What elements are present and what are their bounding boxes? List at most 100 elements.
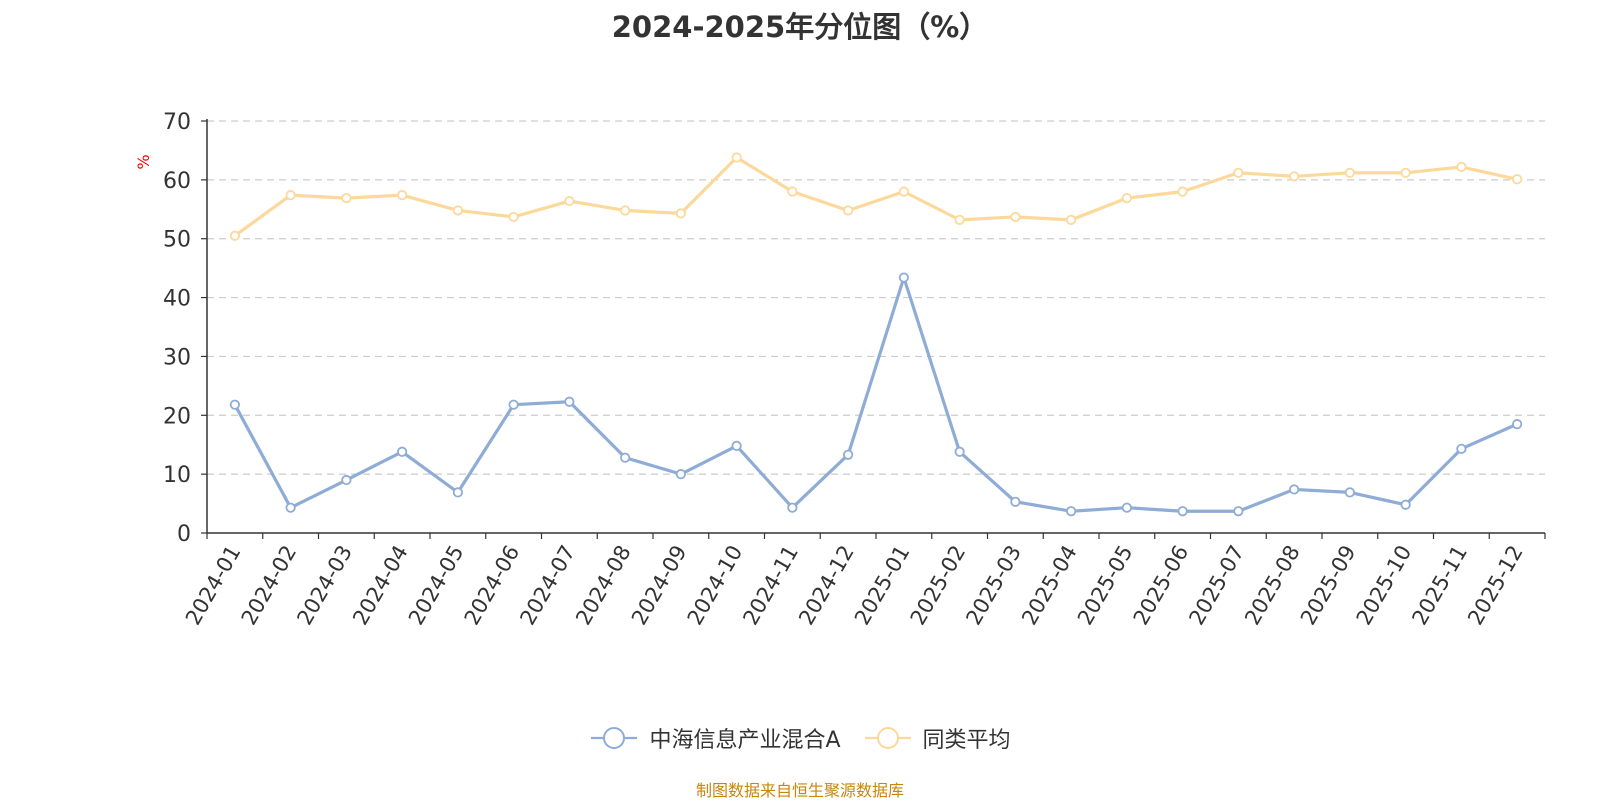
x-tick-label: 2024-07 (515, 541, 580, 629)
y-axis-label: % (134, 154, 153, 169)
data-point (564, 195, 575, 207)
data-point (1512, 174, 1523, 185)
data-point (954, 214, 965, 225)
x-tick-label: 2024-11 (738, 541, 803, 629)
legend-item[interactable]: 中海信息产业混合A (589, 722, 841, 754)
data-point (1010, 496, 1021, 507)
data-point (620, 452, 631, 463)
data-point (1066, 506, 1077, 517)
data-point (675, 208, 686, 219)
data-point (1344, 167, 1355, 178)
data-point (564, 396, 575, 407)
x-tick-label: 2024-10 (683, 541, 748, 629)
series (229, 152, 1523, 517)
data-point (1121, 193, 1132, 204)
x-tick-label: 2024-06 (460, 541, 525, 629)
x-tick-label: 2025-02 (906, 541, 971, 629)
data-point (341, 474, 352, 486)
legend: 中海信息产业混合A 同类平均 (0, 722, 1600, 754)
data-point (1289, 171, 1300, 182)
x-tick-label: 2025-10 (1352, 541, 1417, 629)
data-point (508, 211, 519, 223)
x-tick-label: 2024-05 (404, 541, 469, 629)
legend-label: 同类平均 (922, 728, 1011, 753)
y-tick-label: 60 (163, 169, 191, 194)
data-point (731, 440, 742, 451)
data-point (1400, 499, 1411, 510)
x-tick-label: 2024-02 (237, 541, 302, 629)
data-point (1121, 502, 1132, 513)
data-point (954, 446, 965, 457)
data-point (787, 502, 798, 513)
legend-marker-icon (864, 727, 911, 749)
y-tick-label: 10 (163, 463, 191, 488)
data-point (898, 186, 909, 197)
data-point (898, 272, 909, 283)
data-point (229, 230, 240, 241)
data-point (397, 446, 408, 457)
series-line (233, 275, 1519, 513)
x-tick-label: 2025-03 (961, 541, 1026, 629)
x-tick-label: 2025-08 (1240, 541, 1305, 629)
data-point (1400, 167, 1411, 178)
y-tick-label: 20 (163, 404, 191, 429)
data-point (397, 190, 408, 201)
data-point (620, 205, 631, 216)
legend-marker-icon (591, 727, 638, 749)
x-tick-label: 2025-04 (1017, 541, 1082, 629)
x-tick-label: 2024-08 (571, 541, 636, 629)
x-tick-label: 2025-11 (1407, 541, 1472, 629)
data-point (1010, 211, 1021, 223)
data-point (1344, 487, 1355, 498)
y-tick-label: 30 (163, 345, 191, 370)
data-point (285, 502, 296, 513)
y-tick-label: 0 (177, 522, 191, 547)
x-tick-label: 2025-12 (1463, 541, 1528, 629)
data-point (452, 487, 463, 498)
x-tick-label: 2025-01 (850, 541, 915, 629)
x-tick-label: 2024-01 (181, 541, 246, 629)
data-point (285, 190, 296, 201)
y-tick-label: 50 (163, 228, 191, 253)
x-tick-label: 2024-12 (794, 541, 859, 629)
x-tick-label: 2024-04 (348, 541, 413, 629)
data-point (1512, 419, 1523, 430)
y-tick-label: 40 (163, 287, 191, 312)
data-point (843, 449, 854, 460)
data-point (787, 186, 798, 197)
x-tick-label: 2025-09 (1296, 541, 1361, 629)
data-point (1456, 161, 1467, 173)
data-point (1233, 167, 1244, 178)
data-point (229, 399, 240, 410)
legend-item[interactable]: 同类平均 (863, 722, 1011, 754)
data-point (731, 152, 742, 163)
source-note: 制图数据来自恒生聚源数据库 (695, 781, 904, 800)
data-point (1177, 506, 1188, 517)
x-tick-label: 2025-05 (1073, 541, 1138, 629)
legend-label: 中海信息产业混合A (649, 728, 841, 753)
x-tick-label: 2025-06 (1129, 541, 1194, 629)
legend-circle (603, 727, 626, 749)
data-point (1066, 214, 1077, 225)
data-point (675, 469, 686, 480)
data-point (1456, 443, 1467, 454)
series-group (229, 152, 1523, 241)
legend-circle (876, 727, 899, 749)
y-tick-label: 70 (163, 110, 191, 135)
data-point (843, 205, 854, 216)
series-group (229, 272, 1523, 517)
axes: 0102030405060702024-012024-022024-032024… (163, 110, 1546, 629)
x-tick-label: 2024-09 (627, 541, 692, 629)
data-point (1289, 484, 1300, 495)
x-tick-label: 2024-03 (292, 541, 357, 629)
data-point (452, 205, 463, 216)
grid-lines (207, 120, 1545, 475)
chart-title: 2024-2025年分位图（%） (611, 10, 989, 44)
data-point (508, 399, 519, 410)
data-point (1233, 506, 1244, 517)
data-point (341, 193, 352, 204)
x-tick-label: 2025-07 (1184, 541, 1249, 629)
series-line (233, 155, 1519, 238)
data-point (1177, 186, 1188, 197)
